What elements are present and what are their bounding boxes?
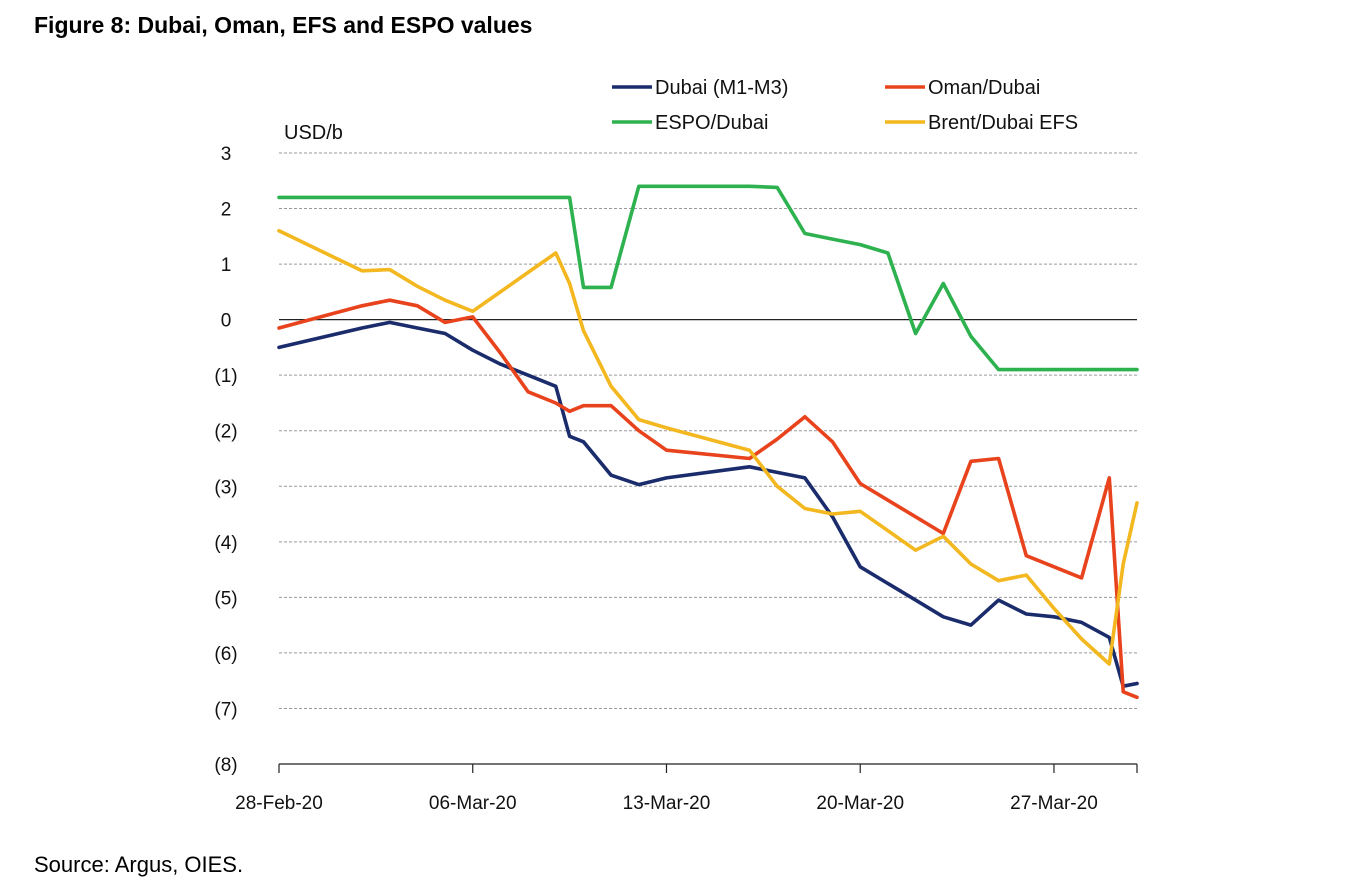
y-tick-label: (6)	[214, 644, 237, 665]
series-line-brent-dubai-efs	[277, 229, 1139, 666]
legend: Dubai (M1-M3) Oman/Dubai ESPO/Dubai Brent/D…	[612, 77, 1078, 134]
legend-label: ESPO/Dubai	[655, 112, 768, 134]
x-tick-label: 06-Mar-20	[429, 793, 517, 814]
y-tick-label: 2	[221, 200, 232, 221]
y-tick-label: (3)	[214, 477, 237, 498]
legend-label: Brent/Dubai EFS	[928, 112, 1078, 134]
y-tick-label: 1	[221, 255, 232, 276]
series-line-dubai-m1-m3	[277, 320, 1139, 689]
x-tick-label: 27-Mar-20	[1010, 793, 1098, 814]
y-tick-label: (1)	[214, 366, 237, 387]
x-tick-label: 20-Mar-20	[816, 793, 904, 814]
x-tick-label: 28-Feb-20	[235, 793, 323, 814]
axes: 3 2 1 0 (1) (2) (3) (4) (5) (6) (7) (8) 28-Feb-20 06-…	[214, 122, 1138, 814]
series-line-espo-dubai	[277, 184, 1139, 372]
y-tick-label: (2)	[214, 422, 237, 443]
y-tick-label: (5)	[214, 588, 237, 609]
series-lines	[277, 184, 1139, 700]
figure-title: Figure 8: Dubai, Oman, EFS and ESPO valu…	[34, 12, 533, 38]
legend-label: Oman/Dubai	[928, 77, 1040, 99]
y-axis-unit: USD/b	[284, 122, 343, 144]
y-tick-label: (4)	[214, 533, 237, 554]
y-tick-label: (8)	[214, 755, 237, 776]
legend-label: Dubai (M1-M3)	[655, 77, 788, 99]
x-tick-label: 13-Mar-20	[623, 793, 711, 814]
source-note: Source: Argus, OIES.	[34, 852, 244, 877]
grid-lines	[279, 152, 1137, 709]
y-tick-label: (7)	[214, 699, 237, 720]
y-tick-label: 0	[221, 311, 232, 332]
y-tick-label: 3	[221, 144, 232, 165]
series-line-oman-dubai	[277, 298, 1139, 700]
